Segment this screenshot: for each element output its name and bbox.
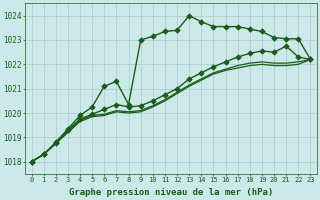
X-axis label: Graphe pression niveau de la mer (hPa): Graphe pression niveau de la mer (hPa) xyxy=(69,188,273,197)
